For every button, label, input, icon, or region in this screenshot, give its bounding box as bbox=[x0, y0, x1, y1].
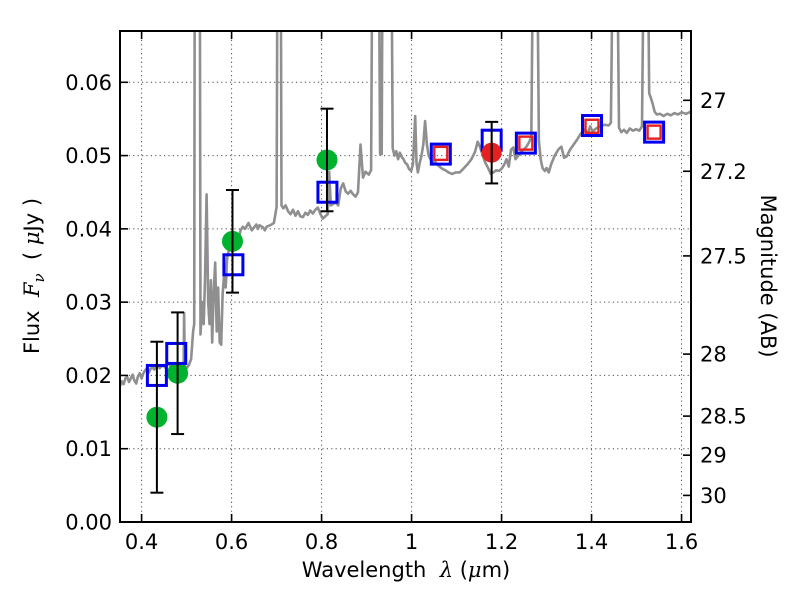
red-square-markers bbox=[433, 118, 662, 162]
magnitude-label-text: Magnitude (AB) bbox=[756, 194, 780, 358]
axis-ticks bbox=[120, 31, 691, 523]
lambda-symbol: λ bbox=[439, 558, 454, 582]
y-tick-label-right: 27 bbox=[700, 89, 727, 113]
blue-square-marker bbox=[643, 120, 666, 144]
y-axis-label-right: Magnitude (AB) bbox=[756, 194, 780, 357]
y-tick-label-left: 0.01 bbox=[65, 437, 112, 461]
x-tick-label: 1.6 bbox=[665, 530, 698, 554]
blue-square-marker bbox=[429, 142, 452, 166]
red-square-marker bbox=[646, 124, 662, 140]
error-bars bbox=[150, 107, 499, 494]
y-tick-label-right: 27.5 bbox=[700, 244, 747, 268]
y-tick-label-right: 30 bbox=[700, 484, 727, 508]
grid bbox=[120, 31, 691, 522]
red-square-marker bbox=[518, 135, 534, 151]
y-tick-label-left: 0.03 bbox=[65, 291, 112, 315]
y-tick-label-left: 0.04 bbox=[65, 217, 112, 241]
blue-square-markers bbox=[145, 114, 666, 387]
flux-symbol: F bbox=[20, 282, 44, 298]
x-tick-label: 0.6 bbox=[215, 530, 248, 554]
axis-spines bbox=[119, 30, 692, 523]
blue-square-marker bbox=[581, 114, 604, 138]
y-tick-label-left: 0.05 bbox=[65, 144, 112, 168]
y-tick-label-left: 0.00 bbox=[65, 511, 112, 535]
x-axis-label-text: Wavelength bbox=[301, 558, 440, 582]
y-tick-label-right: 27.2 bbox=[700, 160, 747, 184]
x-tick-label: 1.4 bbox=[575, 530, 608, 554]
green-circle-markers bbox=[146, 149, 338, 428]
y-axis-label-left: Flux Fν ( μJy ) bbox=[20, 197, 48, 355]
mu-symbol: μ bbox=[20, 231, 44, 246]
red-square-marker bbox=[433, 145, 449, 162]
x-tick-label: 1 bbox=[405, 530, 418, 554]
y-tick-label-left: 0.02 bbox=[65, 364, 112, 388]
tick-labels: 0.4 0.6 0.8 1 1.2 1.4 1.6 0.00 0.01 0.02 0.03 0.04 0… bbox=[65, 71, 747, 554]
x-tick-label: 1.2 bbox=[485, 530, 518, 554]
mu-symbol: μ bbox=[467, 558, 482, 582]
spectrum-line bbox=[120, 31, 691, 387]
flux-label-text: Flux bbox=[20, 297, 44, 355]
y-tick-label-right: 29 bbox=[700, 444, 727, 468]
blue-square-marker bbox=[165, 341, 188, 365]
blue-square-marker bbox=[514, 131, 537, 155]
x-tick-label: 0.8 bbox=[305, 530, 338, 554]
y-tick-label-left: 0.06 bbox=[65, 71, 112, 95]
x-axis-label: Wavelength λ (μm) bbox=[301, 558, 511, 582]
nu-subscript: ν bbox=[30, 273, 48, 283]
red-square-marker bbox=[584, 118, 600, 134]
x-tick-label: 0.4 bbox=[125, 530, 158, 554]
y-tick-label-right: 28.5 bbox=[700, 405, 747, 429]
y-tick-label-right: 28 bbox=[700, 343, 727, 367]
